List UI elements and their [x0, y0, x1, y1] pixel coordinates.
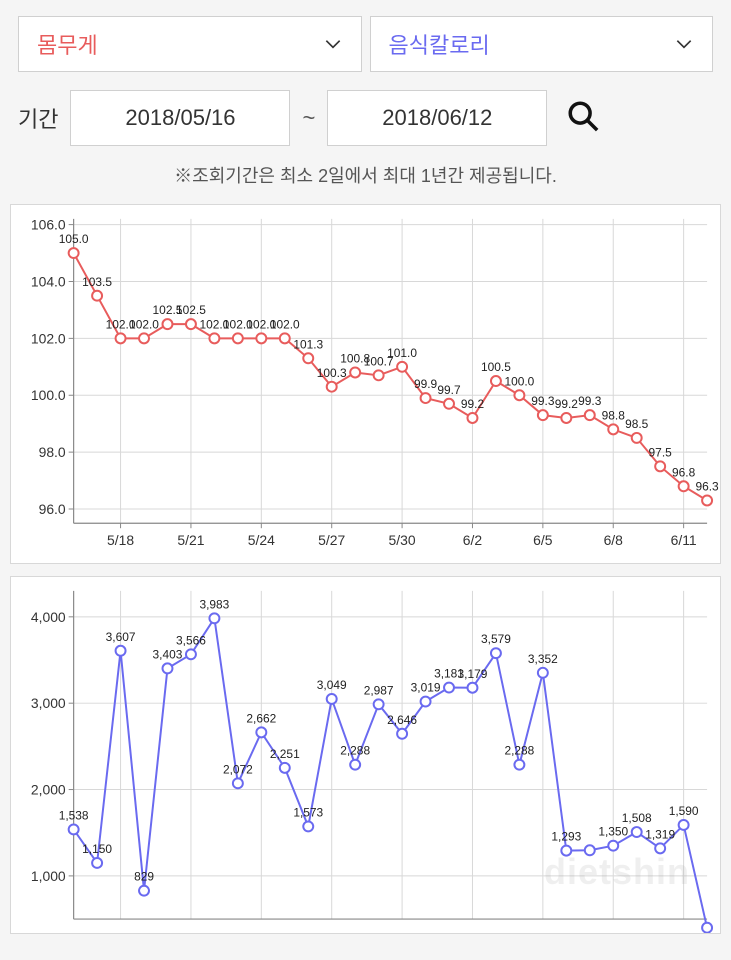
- svg-text:2,987: 2,987: [364, 683, 394, 697]
- svg-text:100.5: 100.5: [481, 360, 511, 374]
- svg-text:102.0: 102.0: [270, 317, 300, 331]
- weight-chart: 96.0 98.0 100.0 102.0 104.0 106.0 5/18 5/21 5/24…: [10, 204, 721, 564]
- svg-text:5/21: 5/21: [177, 532, 204, 548]
- svg-text:99.9: 99.9: [414, 377, 438, 391]
- svg-text:2,288: 2,288: [504, 744, 534, 758]
- svg-text:1,293: 1,293: [551, 830, 581, 844]
- svg-text:2,000: 2,000: [31, 782, 66, 798]
- svg-text:3,579: 3,579: [481, 632, 511, 646]
- svg-text:99.7: 99.7: [437, 383, 461, 397]
- metric-select-left[interactable]: 몸무게: [18, 16, 362, 72]
- svg-text:5/30: 5/30: [389, 532, 416, 548]
- svg-text:106.0: 106.0: [31, 217, 66, 233]
- svg-text:97.5: 97.5: [649, 445, 673, 459]
- svg-text:96.0: 96.0: [39, 501, 66, 517]
- search-button[interactable]: [559, 94, 607, 142]
- svg-text:6/11: 6/11: [671, 532, 697, 548]
- svg-text:6/2: 6/2: [463, 532, 483, 548]
- svg-text:102.0: 102.0: [129, 317, 159, 331]
- svg-text:1,538: 1,538: [59, 808, 89, 822]
- svg-text:96.3: 96.3: [695, 480, 719, 494]
- svg-text:99.3: 99.3: [578, 394, 602, 408]
- svg-text:101.3: 101.3: [293, 337, 323, 351]
- date-start-input[interactable]: 2018/05/16: [70, 90, 290, 146]
- calorie-chart: 1,000 2,000 3,000 4,000 1,538 1,150 3,607 829 3,…: [10, 576, 721, 934]
- svg-text:99.3: 99.3: [531, 394, 555, 408]
- svg-text:3,049: 3,049: [317, 678, 347, 692]
- tilde-separator: ~: [302, 105, 315, 131]
- svg-text:3,000: 3,000: [31, 695, 66, 711]
- date-end-value: 2018/06/12: [382, 105, 492, 131]
- date-start-value: 2018/05/16: [125, 105, 235, 131]
- svg-text:1,319: 1,319: [645, 827, 675, 841]
- date-range-note: ※조회기간은 최소 2일에서 최대 1년간 제공됩니다.: [0, 156, 731, 204]
- svg-text:100.0: 100.0: [31, 387, 66, 403]
- svg-text:98.0: 98.0: [39, 444, 66, 460]
- svg-text:103.5: 103.5: [82, 275, 112, 289]
- svg-text:1,350: 1,350: [598, 825, 628, 839]
- date-range-row: 기간 2018/05/16 ~ 2018/06/12: [0, 80, 731, 156]
- svg-text:1,590: 1,590: [669, 804, 699, 818]
- svg-text:3,019: 3,019: [411, 681, 441, 695]
- svg-text:98.5: 98.5: [625, 417, 649, 431]
- svg-text:829: 829: [134, 870, 154, 884]
- svg-text:1,000: 1,000: [31, 868, 66, 884]
- svg-text:100.3: 100.3: [317, 366, 347, 380]
- svg-text:3,179: 3,179: [458, 667, 488, 681]
- weight-chart-svg: 96.0 98.0 100.0 102.0 104.0 106.0 5/18 5/21 5/24…: [11, 205, 720, 563]
- svg-text:2,288: 2,288: [340, 744, 370, 758]
- svg-text:101.0: 101.0: [387, 346, 417, 360]
- chevron-down-icon: [674, 34, 694, 54]
- svg-text:98.8: 98.8: [602, 408, 626, 422]
- svg-text:99.2: 99.2: [555, 397, 579, 411]
- svg-text:2,646: 2,646: [387, 713, 417, 727]
- selector-row: 몸무게 음식칼로리: [0, 0, 731, 80]
- svg-text:1,573: 1,573: [293, 805, 323, 819]
- metric-right-label: 음식칼로리: [389, 28, 490, 60]
- date-end-input[interactable]: 2018/06/12: [327, 90, 547, 146]
- chevron-down-icon: [323, 34, 343, 54]
- svg-text:3,403: 3,403: [153, 647, 183, 661]
- svg-text:105.0: 105.0: [59, 232, 89, 246]
- svg-text:2,251: 2,251: [270, 747, 300, 761]
- svg-text:2,662: 2,662: [246, 711, 276, 725]
- svg-text:102.5: 102.5: [176, 303, 206, 317]
- svg-text:5/24: 5/24: [248, 532, 275, 548]
- svg-text:3,607: 3,607: [106, 630, 136, 644]
- svg-text:6/8: 6/8: [604, 532, 624, 548]
- svg-text:3,352: 3,352: [528, 652, 558, 666]
- svg-text:5/27: 5/27: [318, 532, 345, 548]
- svg-text:3,983: 3,983: [199, 597, 229, 611]
- svg-text:1,508: 1,508: [622, 811, 652, 825]
- svg-text:96.8: 96.8: [672, 465, 696, 479]
- svg-text:100.0: 100.0: [504, 374, 534, 388]
- svg-text:6/5: 6/5: [533, 532, 553, 548]
- svg-text:102.0: 102.0: [31, 330, 66, 346]
- svg-text:3,566: 3,566: [176, 633, 206, 647]
- svg-text:5/18: 5/18: [107, 532, 134, 548]
- svg-text:2,072: 2,072: [223, 762, 253, 776]
- metric-left-label: 몸무게: [37, 28, 98, 60]
- svg-text:104.0: 104.0: [31, 273, 66, 289]
- calorie-chart-svg: 1,000 2,000 3,000 4,000 1,538 1,150 3,607 829 3,…: [11, 577, 720, 933]
- svg-text:99.2: 99.2: [461, 397, 485, 411]
- svg-text:4,000: 4,000: [31, 609, 66, 625]
- date-range-label: 기간: [18, 102, 58, 134]
- metric-select-right[interactable]: 음식칼로리: [370, 16, 714, 72]
- svg-text:1,150: 1,150: [82, 842, 112, 856]
- search-icon: [566, 99, 600, 138]
